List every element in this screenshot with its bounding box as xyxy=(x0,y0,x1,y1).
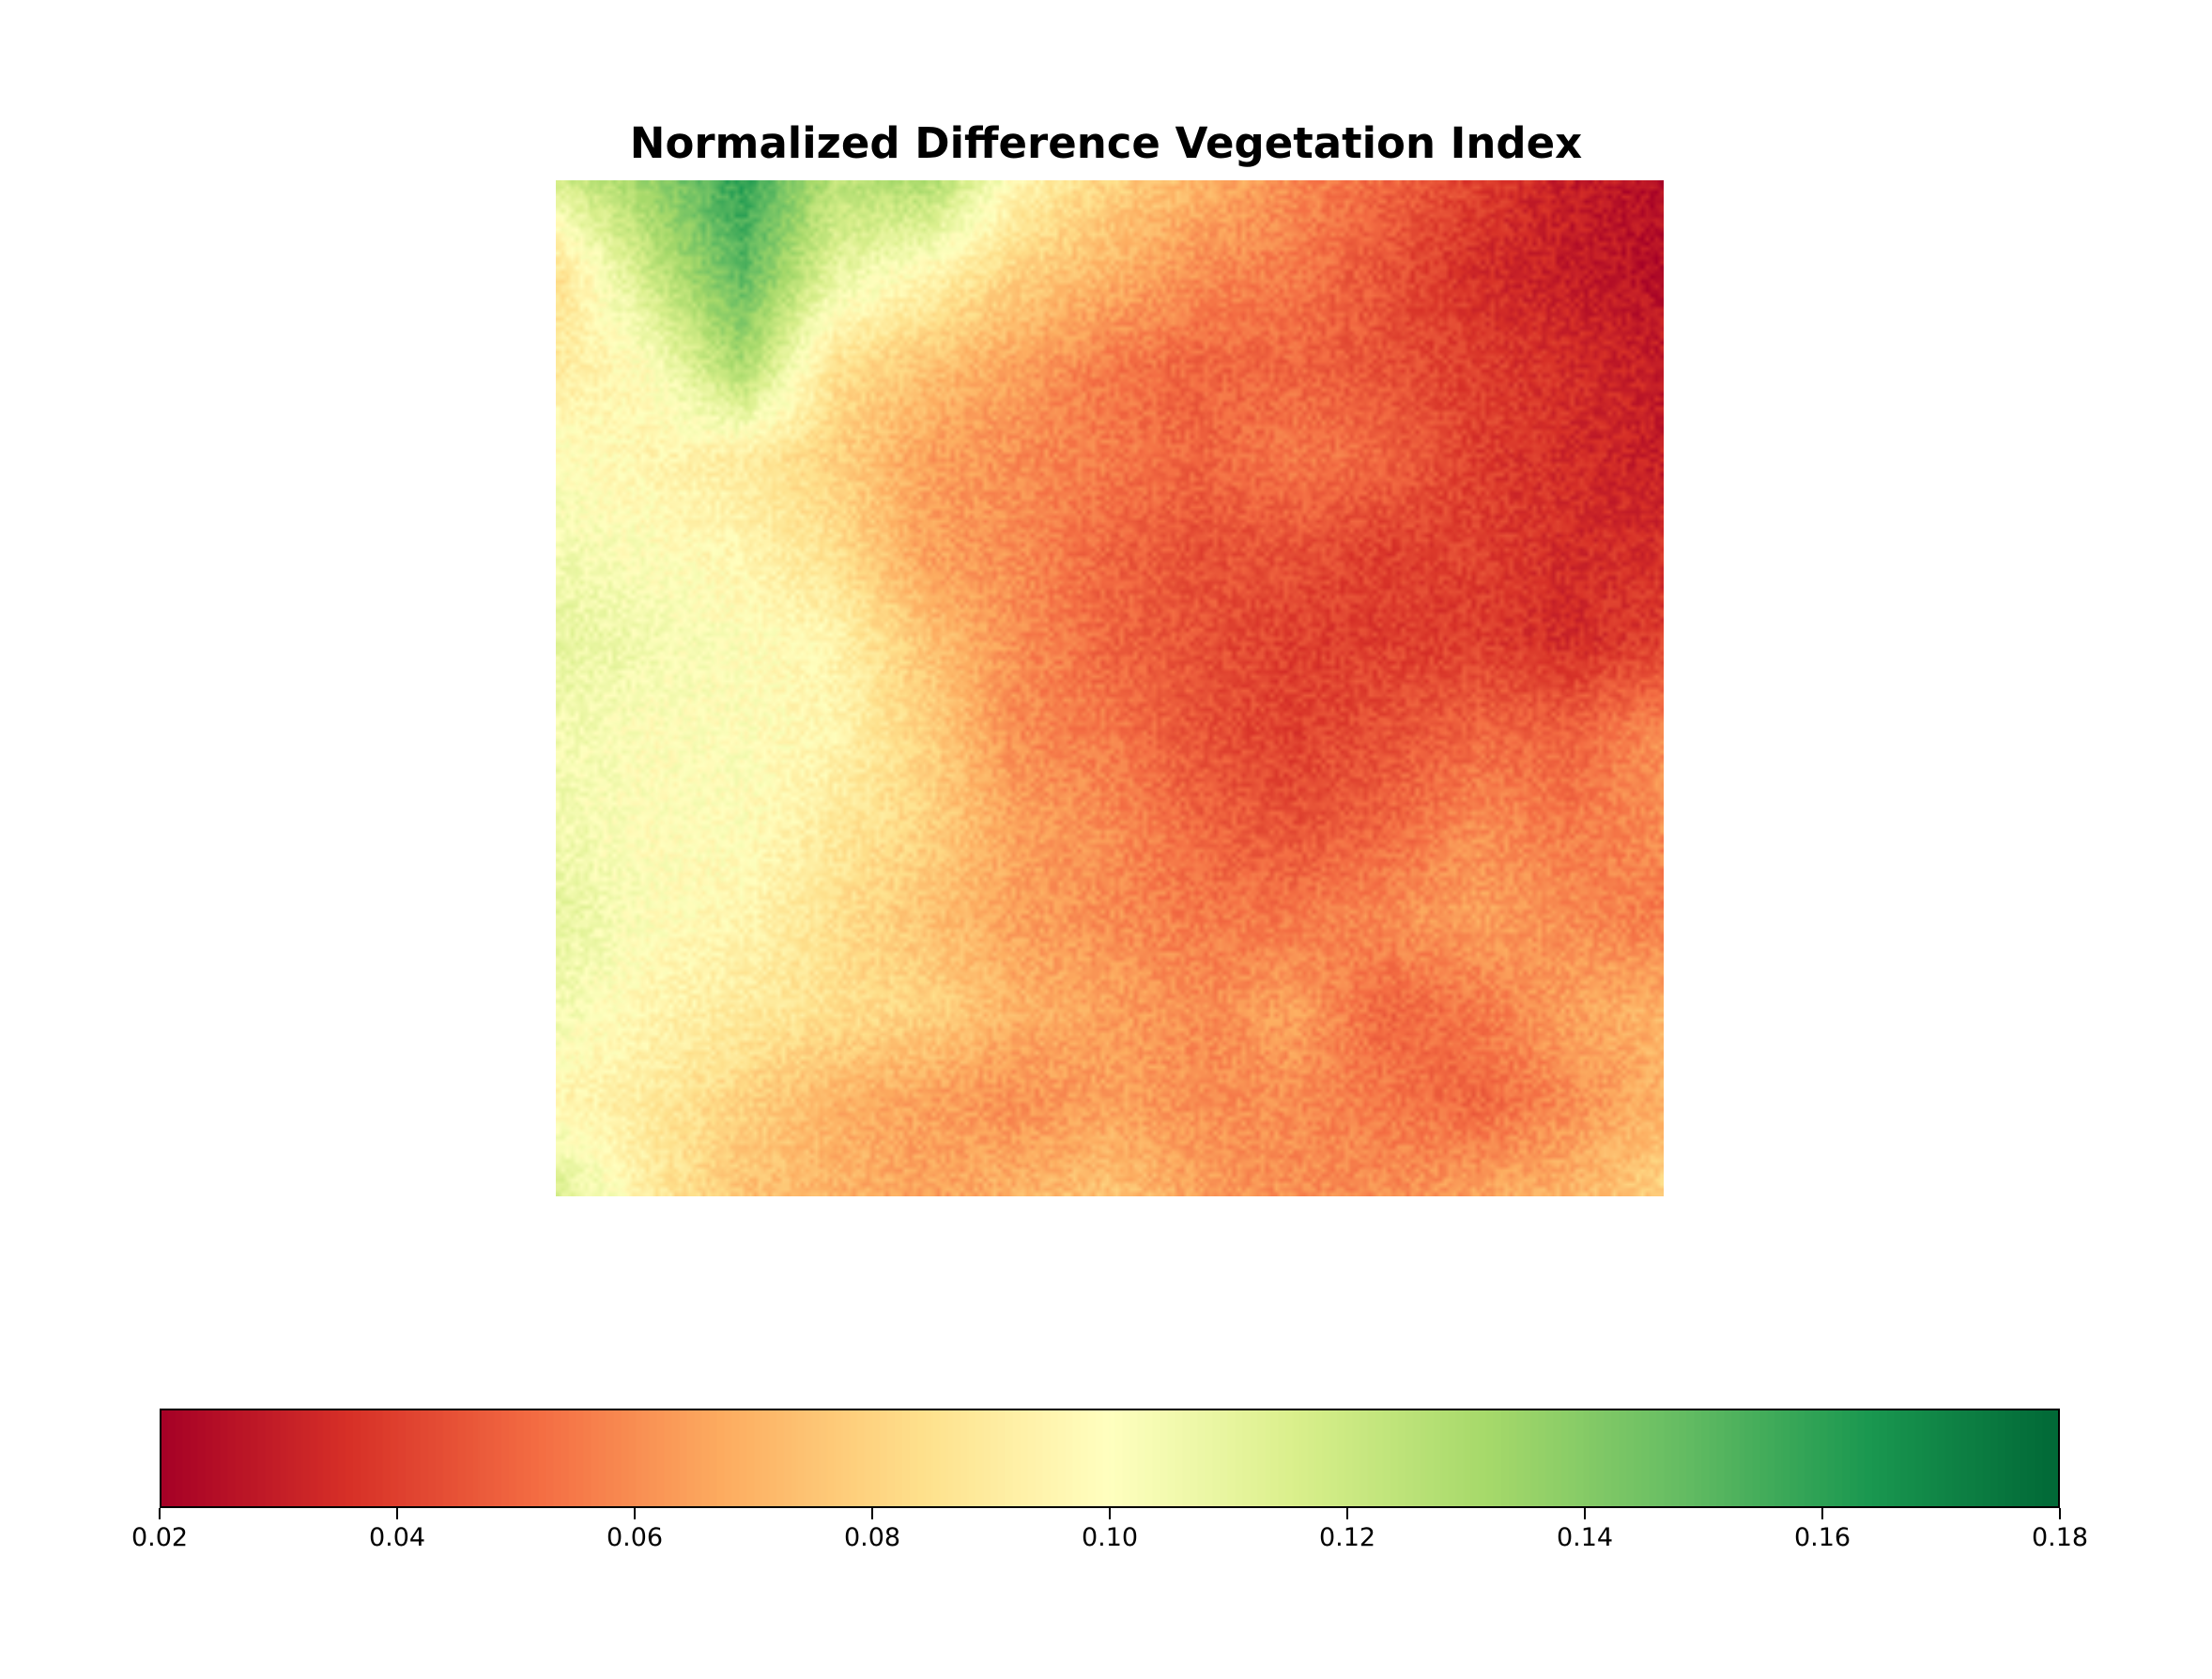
colorbar-tick xyxy=(159,1508,161,1519)
colorbar-tick-label: 0.04 xyxy=(368,1523,426,1552)
colorbar-tick-label: 0.08 xyxy=(843,1523,901,1552)
colorbar-tick xyxy=(1584,1508,1586,1519)
colorbar-tick xyxy=(1346,1508,1348,1519)
ndvi-heatmap xyxy=(556,180,1664,1196)
colorbar-tick-label: 0.14 xyxy=(1556,1523,1614,1552)
colorbar-tick-label: 0.12 xyxy=(1318,1523,1376,1552)
chart-title: Normalized Difference Vegetation Index xyxy=(629,118,1583,168)
colorbar-tick-label: 0.18 xyxy=(2031,1523,2089,1552)
colorbar-tick-label: 0.06 xyxy=(606,1523,664,1552)
colorbar-tick xyxy=(871,1508,873,1519)
colorbar-tick-label: 0.02 xyxy=(131,1523,189,1552)
colorbar-tick xyxy=(1821,1508,1823,1519)
colorbar-tick xyxy=(634,1508,636,1519)
colorbar-tick xyxy=(1109,1508,1111,1519)
colorbar-tick xyxy=(2059,1508,2061,1519)
colorbar-tick xyxy=(396,1508,398,1519)
colorbar-tick-label: 0.10 xyxy=(1081,1523,1139,1552)
colorbar-tick-label: 0.16 xyxy=(1793,1523,1851,1552)
colorbar xyxy=(160,1409,2060,1508)
